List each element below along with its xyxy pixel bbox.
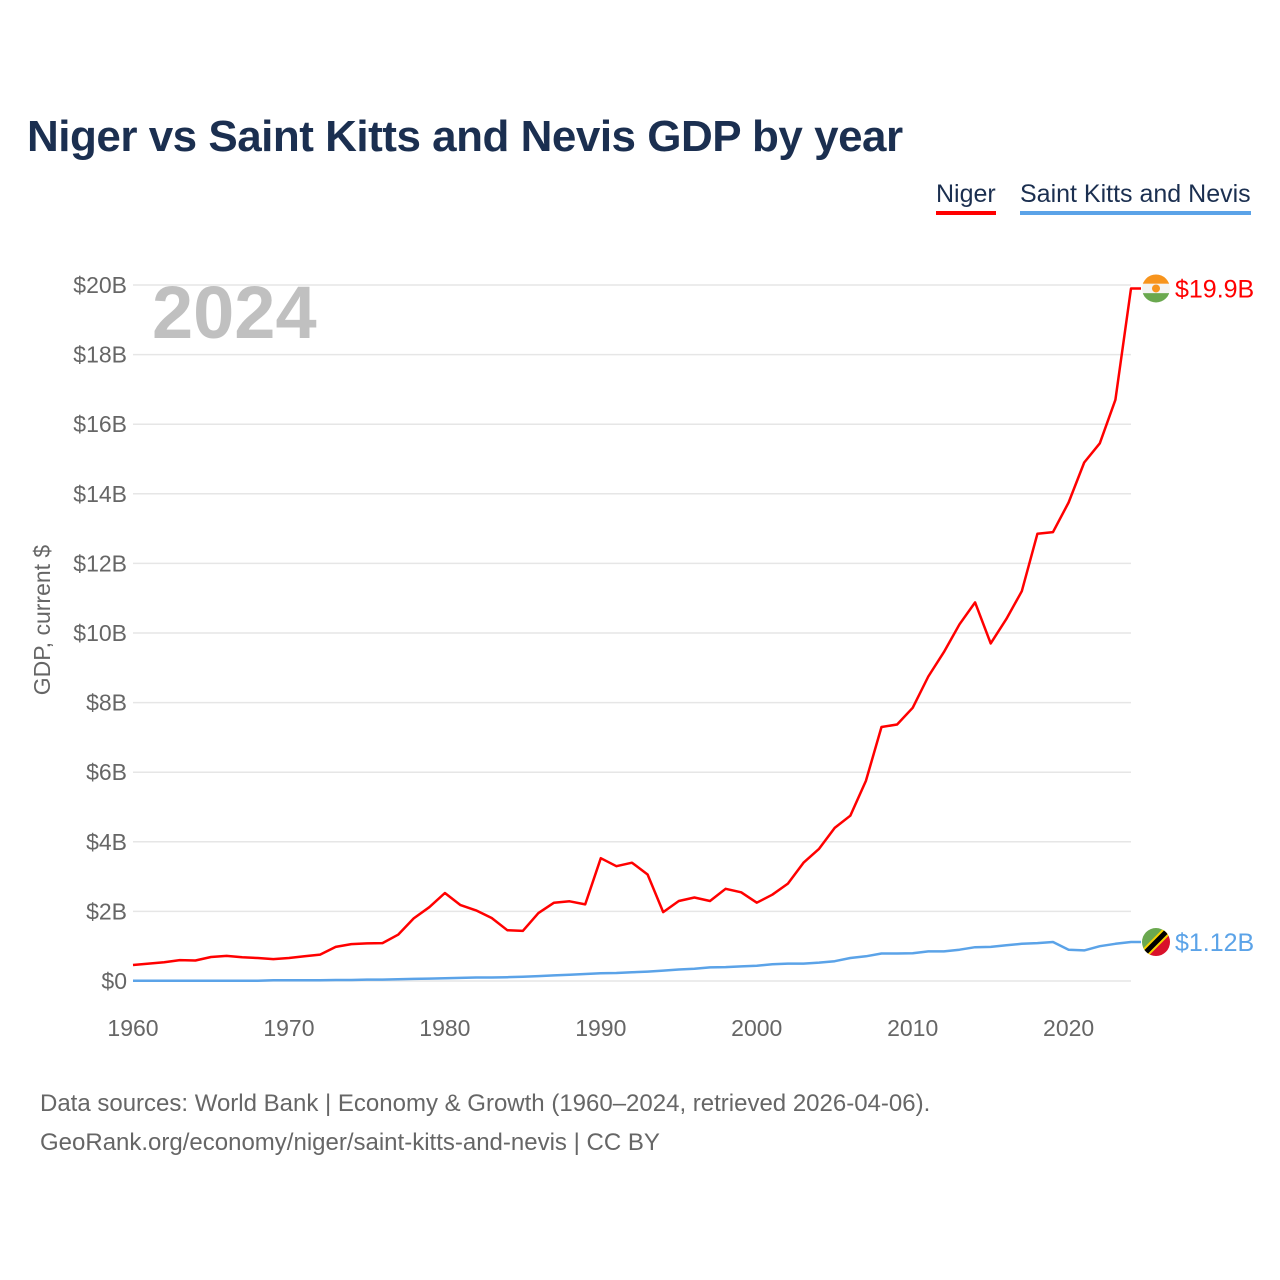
y-tick-label: $6B — [86, 759, 127, 785]
flag-stripe-orange — [1142, 274, 1170, 284]
y-tick-label: $4B — [86, 829, 127, 855]
chart-title: Niger vs Saint Kitts and Nevis GDP by ye… — [27, 112, 903, 161]
series-line-saint-kitts-and-nevis — [133, 940, 1141, 982]
flag-stripe-green — [1142, 293, 1170, 303]
y-axis-label: GDP, current $ — [29, 545, 55, 696]
flag-black-band — [1142, 928, 1170, 957]
footer: Data sources: World Bank | Economy & Gro… — [40, 1084, 930, 1162]
niger-flag — [1142, 274, 1170, 303]
y-tick-label: $12B — [73, 550, 127, 576]
footer-sources: Data sources: World Bank | Economy & Gro… — [40, 1090, 931, 1117]
saint-kitts-and-nevis-flag — [1142, 928, 1170, 957]
y-tick-label: $16B — [73, 411, 127, 437]
x-tick-label: 1960 — [107, 1015, 158, 1041]
y-tick-label: $10B — [73, 620, 127, 646]
footer-link[interactable]: GeoRank.org/economy/niger/saint-kitts-an… — [40, 1129, 660, 1156]
x-tick-label: 2010 — [887, 1015, 938, 1041]
x-tick-label: 1980 — [419, 1015, 470, 1041]
flag-sun — [1152, 284, 1160, 293]
x-tick-label: 1970 — [263, 1015, 314, 1041]
legend-item-saint-kitts-and-nevis[interactable]: Saint Kitts and Nevis — [1020, 180, 1251, 215]
niger-flag-body — [1142, 274, 1170, 303]
x-tick-label: 1990 — [575, 1015, 626, 1041]
x-tick-label: 2020 — [1043, 1015, 1094, 1041]
y-tick-label: $18B — [73, 342, 127, 368]
y-tick-label: $2B — [86, 898, 127, 924]
y-tick-label: $20B — [73, 272, 127, 298]
y-tick-label: $8B — [86, 690, 127, 716]
year-watermark: 2024 — [152, 271, 317, 354]
y-tick-label: $14B — [73, 481, 127, 507]
end-value-label: $19.9B — [1175, 275, 1254, 303]
series-line-niger — [132, 287, 1141, 967]
saint-kitts-and-nevis-flag-body — [1142, 928, 1170, 957]
x-tick-label: 2000 — [731, 1015, 782, 1041]
y-tick-label: $0 — [101, 968, 127, 994]
legend-item-niger[interactable]: Niger — [936, 180, 996, 215]
end-value-label: $1.12B — [1175, 929, 1254, 957]
